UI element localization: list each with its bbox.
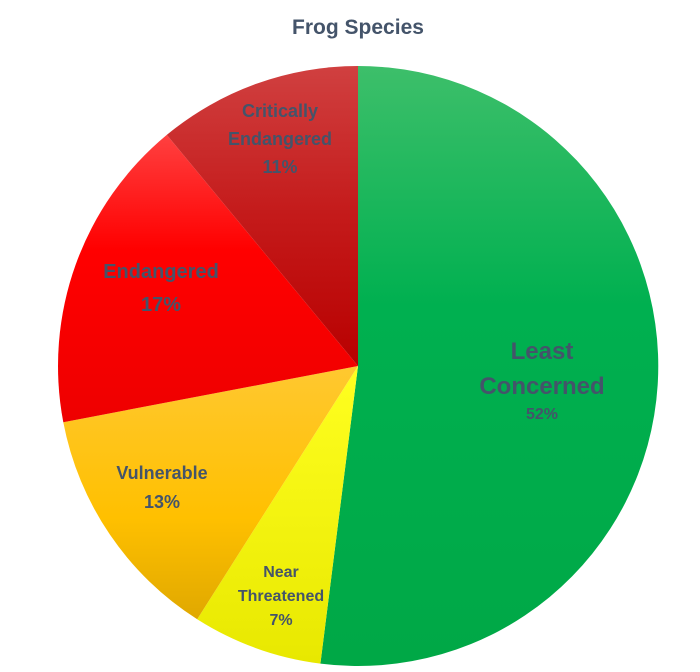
label-near-threatened-line1: Near (263, 564, 299, 581)
label-least-concerned-line1: Least (510, 338, 574, 365)
label-endangered: Endangered 17% (103, 256, 219, 322)
slice-endangered[interactable] (58, 134, 358, 423)
label-vulnerable-pct: 13% (143, 492, 181, 512)
label-least-concerned-line2: Concerned (479, 373, 605, 400)
slice-vulnerable[interactable] (63, 366, 359, 620)
label-critically-endangered: Critically Endangered 11% (228, 97, 332, 181)
label-endangered-pct: 17% (140, 294, 182, 316)
label-near-threatened: Near Threatened 7% (238, 561, 324, 633)
label-near-threatened-pct: 7% (269, 612, 293, 629)
label-least-concerned: Least Concerned 52% (479, 334, 604, 426)
label-near-threatened-line2: Threatened (237, 588, 325, 605)
slice-near-threatened[interactable] (197, 366, 358, 664)
label-least-concerned-pct: 52% (525, 406, 559, 423)
chart-title: Frog Species (292, 16, 424, 39)
slice-least-concerned[interactable] (320, 65, 659, 666)
label-vulnerable-name: Vulnerable (116, 463, 208, 483)
label-critically-endangered-line1: Critically (241, 101, 319, 121)
slice-critically-endangered[interactable] (166, 66, 358, 366)
label-critically-endangered-pct: 11% (262, 157, 298, 177)
label-vulnerable: Vulnerable 13% (116, 459, 207, 517)
label-critically-endangered-line2: Endangered (227, 129, 333, 149)
label-endangered-name: Endangered (103, 261, 219, 283)
